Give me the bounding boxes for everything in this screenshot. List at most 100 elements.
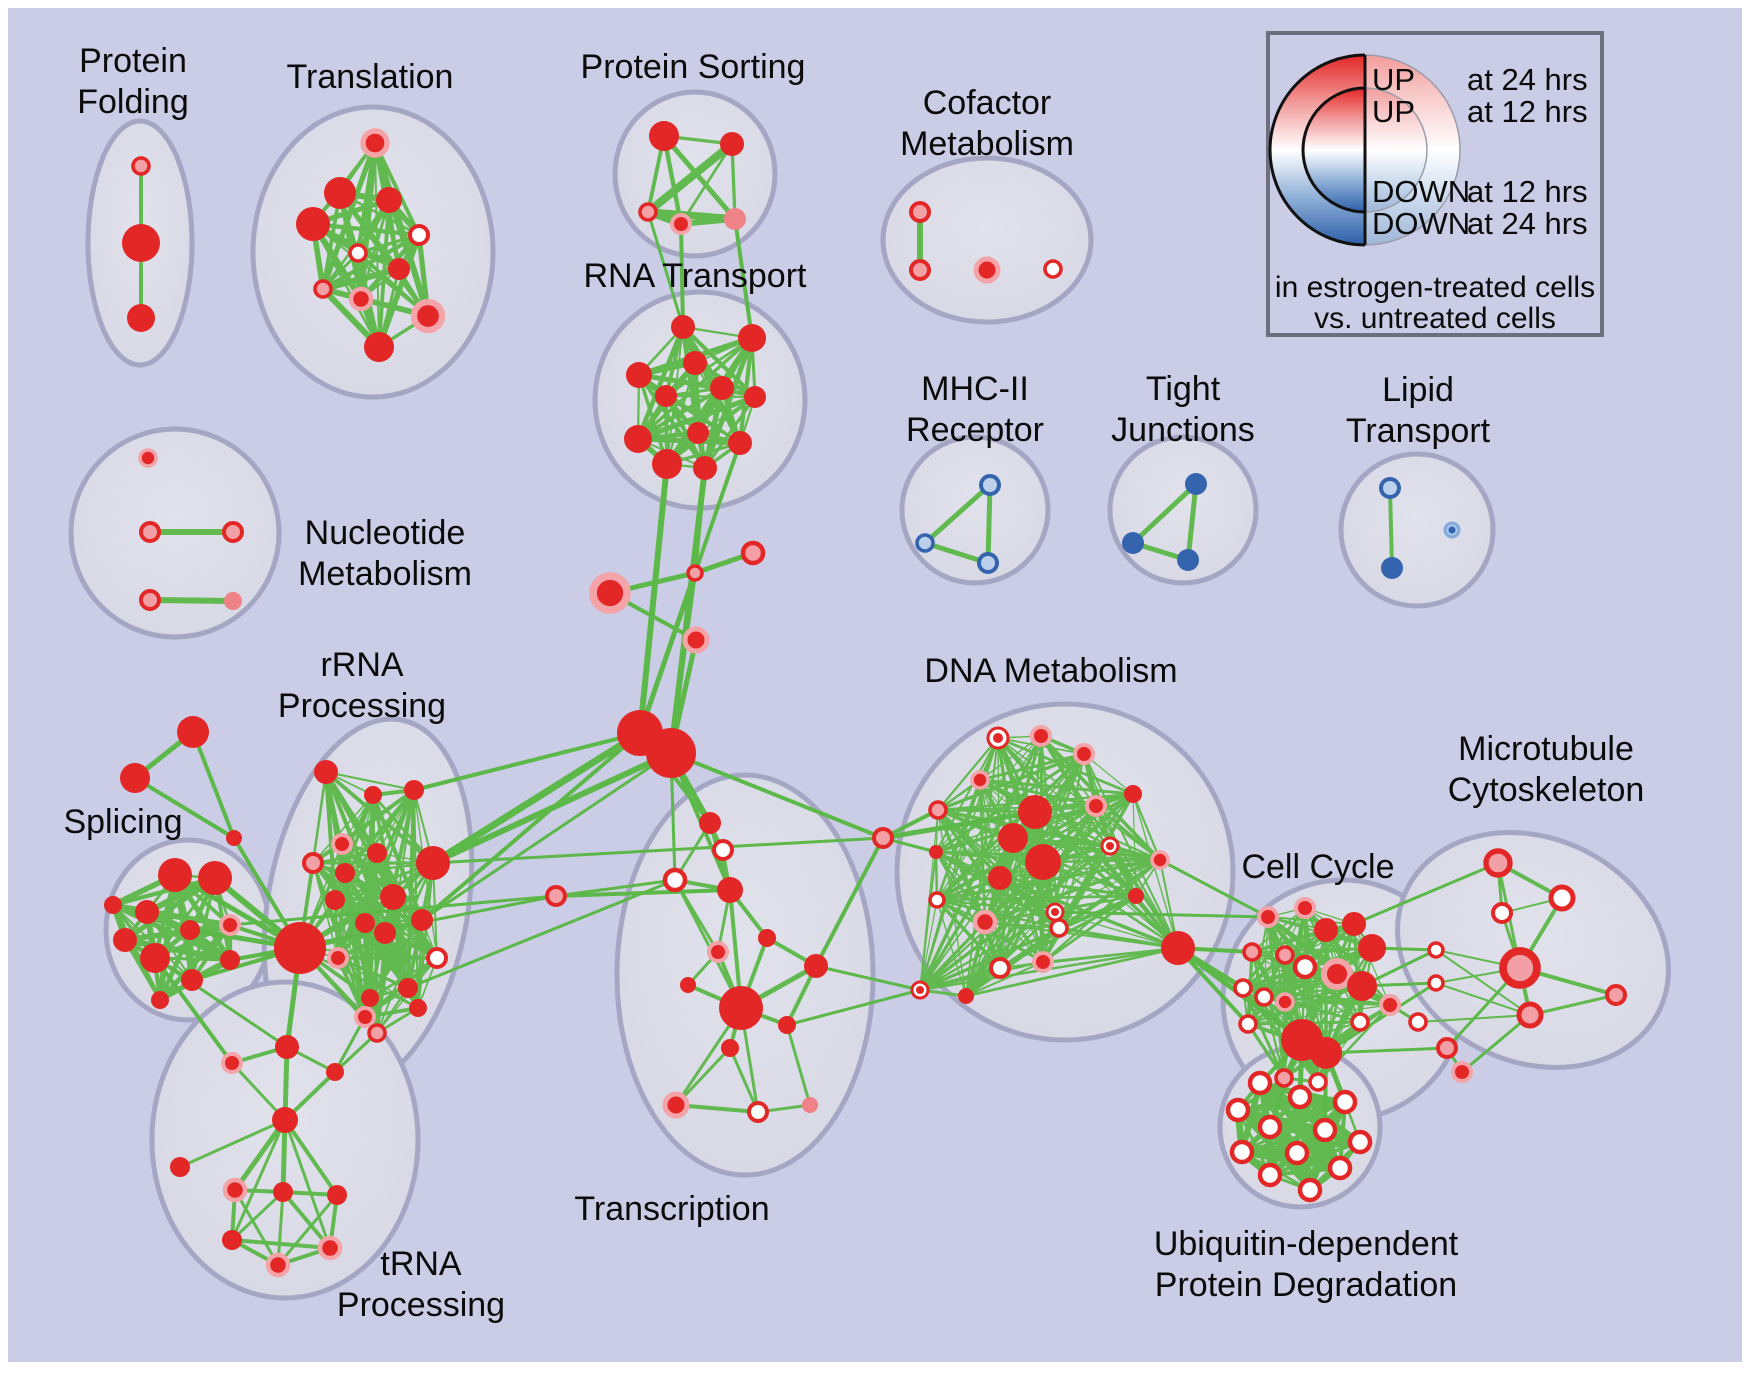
node-tl-10 — [364, 332, 394, 362]
node-ub-5 — [1312, 1117, 1338, 1143]
node-ts-7 — [719, 986, 763, 1030]
node-dm-19 — [1161, 931, 1195, 965]
node-free-9 — [120, 763, 150, 793]
node-ub-6 — [1347, 1129, 1373, 1155]
node-free-11 — [1436, 1037, 1458, 1059]
cluster-label-tj: Junctions — [1111, 411, 1255, 449]
node-ts-5 — [707, 941, 729, 963]
cluster-co-ellipse — [880, 155, 1094, 325]
cluster-label-rr: rRNA — [320, 646, 403, 684]
node-rt-6 — [744, 386, 766, 408]
node-ub-11 — [1297, 1177, 1323, 1203]
cluster-label-dm: DNA Metabolism — [924, 652, 1177, 690]
node-free-2 — [589, 572, 631, 614]
node-rr-12 — [411, 909, 433, 931]
node-cc-7 — [1292, 954, 1318, 980]
node-free-1 — [686, 564, 704, 582]
legend-caption-0: in estrogen-treated cells — [1275, 271, 1595, 304]
legend-caption-1: vs. untreated cells — [1314, 302, 1556, 335]
node-tn-5 — [222, 1177, 248, 1203]
node-co-0 — [909, 201, 931, 223]
node-free-12 — [1451, 1061, 1473, 1083]
cluster-label-nm: Nucleotide — [305, 514, 466, 552]
node-rr-10 — [355, 913, 375, 933]
node-dm-12 — [1150, 850, 1170, 870]
node-dm-4 — [928, 800, 948, 820]
node-rr-9 — [325, 890, 345, 910]
node-sp-5 — [140, 943, 170, 973]
node-tl-2 — [376, 187, 402, 213]
node-rt-1 — [738, 324, 766, 352]
node-pf-1 — [122, 224, 160, 262]
node-cc-3 — [1342, 912, 1366, 936]
node-tn-3 — [272, 1107, 298, 1133]
cluster-label-tj: Tight — [1146, 370, 1221, 408]
node-sp-0 — [158, 858, 192, 892]
node-tn-6 — [273, 1182, 293, 1202]
node-lt-2 — [1443, 521, 1461, 539]
node-ts-4 — [758, 929, 776, 947]
cluster-label-cc: Cell Cycle — [1241, 848, 1394, 886]
node-cc-19 — [1379, 994, 1401, 1016]
legend-fade-inner — [1365, 88, 1427, 212]
node-tl-3 — [296, 207, 330, 241]
node-dm-3 — [970, 770, 990, 790]
node-ts-8 — [804, 954, 828, 978]
node-ub-0 — [1247, 1070, 1273, 1096]
node-ts-13 — [802, 1097, 818, 1113]
node-rt-2 — [626, 362, 652, 388]
node-cc-13 — [1238, 1014, 1258, 1034]
node-cc-8 — [1321, 958, 1353, 990]
node-rt-8 — [687, 422, 709, 444]
legend-box — [1266, 31, 1604, 337]
node-co-2 — [973, 256, 1001, 284]
node-rr-4 — [302, 852, 324, 874]
legend-arc-outer-right — [1364, 54, 1461, 246]
node-tj-0 — [1185, 473, 1207, 495]
node-tj-2 — [1177, 549, 1199, 571]
node-dm-17 — [1049, 918, 1069, 938]
cluster-label-mh: Receptor — [906, 411, 1044, 449]
cluster-label-mt: Microtubule — [1458, 730, 1634, 768]
node-mh-1 — [915, 533, 935, 553]
node-tn-2 — [326, 1063, 344, 1081]
node-ub-4 — [1257, 1114, 1283, 1140]
node-dm-18 — [1128, 888, 1144, 904]
node-sp-8 — [104, 896, 122, 914]
node-cc-6 — [1275, 945, 1295, 965]
cluster-label-rr: Processing — [278, 687, 446, 725]
node-dm-6 — [1124, 785, 1142, 803]
node-dm-22 — [910, 980, 930, 1000]
node-ts-10 — [778, 1016, 796, 1034]
node-tl-0 — [360, 128, 390, 158]
node-cc-17 — [1274, 1068, 1294, 1088]
node-ub-1 — [1287, 1084, 1313, 1110]
node-dm-10 — [988, 866, 1012, 890]
node-rr-20 — [274, 922, 326, 974]
node-co-3 — [1043, 259, 1063, 279]
node-ub-2 — [1332, 1089, 1358, 1115]
node-ts-3 — [717, 877, 743, 903]
node-sp-2 — [135, 900, 159, 924]
node-sp-7 — [220, 950, 240, 970]
node-ub-3 — [1225, 1097, 1251, 1123]
node-dm-0 — [986, 726, 1010, 750]
node-tl-9 — [410, 298, 446, 334]
node-cc-9 — [1347, 971, 1377, 1001]
node-ub-8 — [1284, 1140, 1310, 1166]
node-sp-10 — [113, 928, 137, 952]
node-free-3 — [682, 626, 710, 654]
node-dm-16 — [1045, 902, 1065, 922]
node-mt-0 — [1483, 848, 1513, 878]
node-dm-20 — [1032, 951, 1054, 973]
legend-time-0: at 24 hrs — [1467, 62, 1588, 97]
node-dm-13 — [929, 845, 943, 859]
node-rr-18 — [367, 1023, 387, 1043]
node-ts-6 — [680, 977, 696, 993]
node-tl-1 — [324, 177, 356, 209]
node-tl-7 — [313, 279, 333, 299]
node-sp-1 — [198, 861, 232, 895]
node-free-5 — [646, 728, 696, 778]
cluster-lt-ellipse — [1338, 451, 1496, 609]
